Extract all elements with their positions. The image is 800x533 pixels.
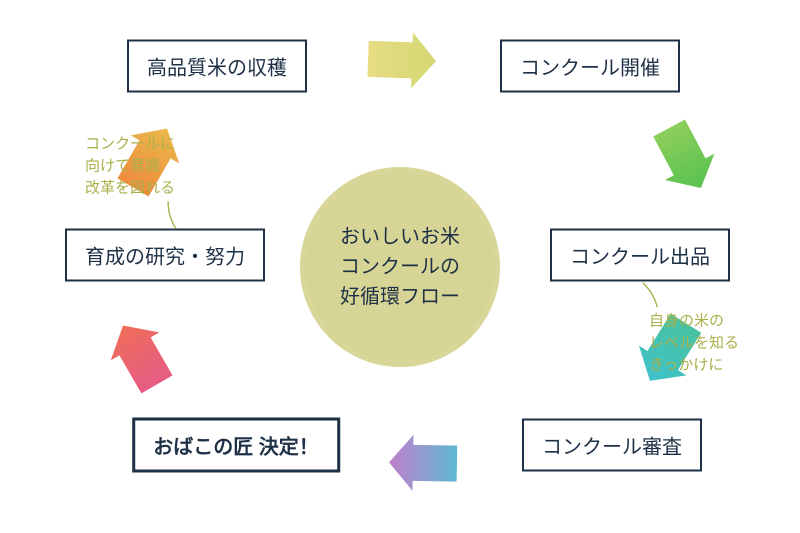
node-n3: コンクール出品 <box>550 229 730 282</box>
note-n6: コンクールに 向けて意識 改革を図れる <box>85 133 175 198</box>
node-n2: コンクール開催 <box>500 40 680 93</box>
node-n5: おばこの匠 決定！ <box>132 418 340 473</box>
center-line-2: コンクールの <box>340 256 460 278</box>
node-n4: コンクール審査 <box>522 419 702 472</box>
center-circle: おいしいお米 コンクールの 好循環フロー <box>300 167 500 367</box>
note-n3: 自身の米の レベルを知る きっかけに <box>649 310 739 375</box>
arrow-n2-n3 <box>644 115 725 201</box>
center-line-3: 好循環フロー <box>340 286 460 308</box>
note-tail-n6 <box>155 199 189 232</box>
center-title: おいしいお米 コンクールの 好循環フロー <box>340 222 460 312</box>
center-line-1: おいしいお米 <box>340 226 460 248</box>
node-n6: 育成の研究・努力 <box>65 229 265 282</box>
arrow-n1-n2 <box>367 31 437 89</box>
cycle-diagram: おいしいお米 コンクールの 好循環フロー 高品質米の収穫 コンクール開催コンクール… <box>0 0 800 533</box>
note-tail-n3 <box>634 280 666 310</box>
arrow-n4-n5 <box>389 434 458 491</box>
arrow-n5-n6 <box>99 312 181 399</box>
node-n1: 高品質米の収穫 <box>127 40 307 93</box>
